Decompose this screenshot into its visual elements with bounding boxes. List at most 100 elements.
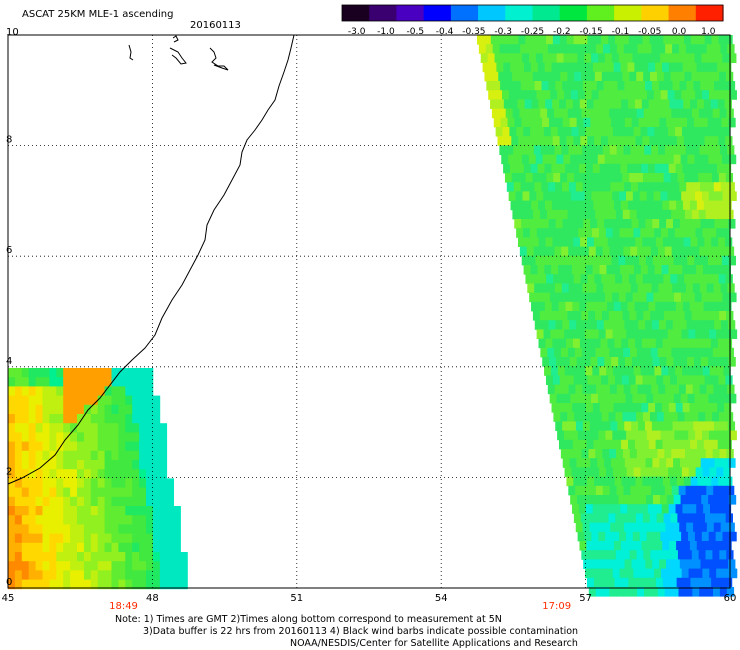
data-cell [637,182,646,192]
data-cell [97,496,105,507]
data-cell [721,117,729,128]
data-cell [695,228,703,238]
data-cell [49,386,57,396]
data-cell [688,191,696,201]
data-cell [698,108,707,119]
color-scale-label: -3.0 [348,27,366,37]
data-cell [705,347,714,358]
data-cell [683,237,691,247]
data-cell [644,421,653,431]
data-cell [8,552,16,562]
data-cell [691,311,699,321]
data-cell [152,515,161,525]
data-cell [610,219,619,229]
data-cell [603,384,611,395]
data-cell [625,393,633,404]
data-cell [614,99,622,109]
longitude-label: 45 [2,593,15,604]
data-cell [529,292,537,303]
data-cell [118,441,126,452]
data-cell [529,90,537,100]
color-scale-segment [342,5,370,21]
data-cell [546,311,554,321]
data-cell [691,550,700,560]
data-cell [624,117,633,128]
data-cell [8,524,16,534]
data-cell [603,44,611,54]
data-cell [615,274,623,284]
data-cell [617,219,626,229]
data-cell [535,255,543,266]
data-cell [573,173,582,183]
data-cell [118,579,126,590]
data-cell [608,311,617,321]
data-cell [21,469,30,479]
data-cell [638,357,647,367]
data-cell [729,292,737,303]
data-cell [514,219,522,229]
data-cell [596,320,605,330]
data-cell [681,191,689,201]
data-cell [640,265,649,275]
data-cell [622,311,630,321]
data-cell [535,154,544,165]
data-cell [63,506,71,516]
data-cell [616,449,624,459]
data-cell [629,173,637,183]
data-cell [97,570,105,580]
data-cell [587,375,595,385]
data-cell [28,395,36,406]
data-cell [605,329,613,339]
data-cell [560,412,568,422]
data-cell [564,127,572,137]
data-cell [658,384,666,395]
data-cell [632,393,640,404]
data-cell [630,384,638,395]
data-cell [159,542,168,553]
data-cell [669,301,677,312]
data-cell [90,487,99,498]
data-cell [648,301,656,312]
data-cell [152,450,161,461]
data-cell [719,108,727,119]
data-cell [83,450,92,461]
data-cell [719,347,728,358]
data-cell [552,237,560,247]
data-cell [559,375,568,385]
data-cell [608,274,616,284]
data-cell [139,542,147,553]
data-cell [656,274,664,284]
data-cell [621,35,630,45]
data-cell [713,246,721,257]
data-cell [649,173,658,183]
data-cell [626,467,634,477]
data-cell [521,117,529,128]
data-cell [146,404,154,415]
data-cell [597,559,605,569]
data-cell [56,542,64,553]
data-cell [672,182,680,192]
data-cell [647,366,655,376]
data-cell [702,568,710,579]
data-cell [615,513,623,523]
data-cell [703,439,712,450]
data-cell [622,449,631,459]
data-cell [132,469,140,479]
data-cell [575,384,583,395]
data-cell [512,71,520,82]
data-cell [28,404,36,415]
data-cell [645,559,653,569]
data-cell [632,154,640,165]
data-cell [703,200,712,211]
data-cell [675,403,684,413]
data-cell [677,311,686,321]
data-cell [718,476,726,487]
data-cell [578,163,587,174]
data-cell [518,35,526,45]
data-cell [629,108,638,119]
coastline [7,34,295,485]
data-cell [651,182,660,192]
data-cell [576,458,584,468]
data-cell [659,495,668,505]
data-cell [595,209,603,220]
